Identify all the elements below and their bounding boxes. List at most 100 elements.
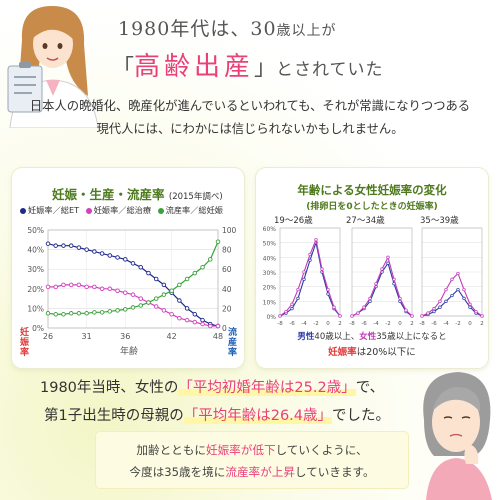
data-point — [138, 296, 143, 301]
data-point — [115, 308, 120, 313]
data-point — [84, 311, 89, 316]
data-point — [368, 296, 372, 301]
left-tick-label: 40% — [27, 246, 44, 255]
foot-male: 男性 — [297, 332, 315, 342]
data-point — [438, 299, 442, 303]
left-axis-char-3: 率 — [20, 348, 30, 358]
plot-frame — [279, 227, 341, 317]
data-point — [296, 296, 300, 301]
data-point — [115, 255, 120, 260]
data-point — [320, 267, 324, 271]
data-point — [130, 261, 136, 266]
x-tick-label: 36 — [120, 332, 130, 341]
x-tick-label: 42 — [167, 332, 177, 341]
data-point — [192, 270, 198, 276]
data-point — [107, 286, 113, 292]
intro-line2: 現代人には、にわかには信じられないかもしれません。 — [96, 122, 404, 136]
data-point — [146, 300, 151, 305]
data-point — [215, 239, 221, 245]
series-line — [279, 237, 341, 317]
left-chart-title: 妊娠・生産・流産率 (2015年調べ) — [52, 184, 223, 203]
data-point — [53, 312, 58, 317]
data-point — [177, 282, 182, 288]
left-tick-label: 30% — [27, 265, 44, 274]
data-point — [468, 302, 472, 306]
data-point — [68, 311, 74, 316]
data-point — [123, 290, 128, 295]
x-tick-label: 2 — [480, 321, 484, 327]
data-point — [450, 293, 454, 298]
plot-frame — [351, 227, 413, 317]
x-tick-label: -4 — [373, 321, 379, 327]
data-point — [45, 311, 51, 316]
data-point — [130, 305, 136, 310]
right-axis-label: 流 産 率 — [228, 328, 237, 358]
bottom2-prefix: 第1子出生時の母親の — [44, 408, 184, 424]
data-point — [326, 287, 330, 292]
bottom1-prefix: 1980年当時、女性の — [40, 380, 179, 396]
data-point — [296, 287, 300, 292]
data-point — [398, 296, 402, 301]
data-point — [404, 308, 408, 312]
data-point — [462, 296, 466, 301]
bottom1-highlight: 「平均初婚年齢は25.2歳」 — [178, 380, 356, 396]
note2-suffix: していきます。 — [294, 465, 375, 479]
data-point — [169, 312, 174, 317]
data-point — [107, 253, 113, 258]
bottom2-suffix: でした。 — [332, 408, 391, 424]
right-tick-label: 60 — [222, 265, 232, 274]
data-point — [362, 305, 366, 309]
data-point — [410, 314, 414, 318]
data-point — [68, 243, 74, 248]
right-axis-char-3: 率 — [228, 348, 238, 358]
data-point — [107, 309, 113, 314]
plot-frame — [421, 227, 483, 317]
data-point — [61, 282, 66, 288]
data-point — [278, 314, 282, 318]
x-tick-label: 0 — [326, 321, 330, 327]
x-tick-label: 0 — [398, 321, 402, 327]
left-tick-label: 50% — [27, 226, 44, 235]
y-tick-label: 60% — [263, 226, 277, 233]
data-point — [99, 286, 105, 292]
data-point — [192, 319, 198, 325]
legend-dot-misc — [157, 207, 164, 214]
data-point — [444, 287, 448, 292]
series-line — [47, 241, 219, 315]
data-point — [468, 305, 472, 309]
data-point — [76, 282, 82, 288]
data-point — [61, 243, 66, 248]
x-tick-label: 31 — [82, 332, 92, 341]
data-point — [161, 308, 167, 313]
data-point — [192, 312, 198, 317]
y-tick-label: 30% — [263, 270, 277, 277]
data-point — [138, 264, 143, 270]
foot-rate-rest: は20%以下に — [356, 347, 416, 358]
y-tick-label: 40% — [263, 255, 277, 262]
data-point — [456, 271, 460, 276]
data-point — [308, 258, 312, 262]
legend-label-misc: 流産率／総妊娠 — [165, 205, 223, 215]
legend-dot-treat — [85, 207, 92, 214]
foot-rate: 妊娠率 — [328, 347, 357, 358]
intro-line1: 日本人の晩婚化、晩産化が進んでいるといわれても、それが常識になりつつある — [29, 99, 471, 113]
x-tick-label: -6 — [431, 321, 437, 327]
data-point — [153, 276, 159, 282]
y-tick-label: 50% — [263, 241, 277, 248]
right-line-chart: 60%50%40%30%20%10%0%-8 -6 -4 -2 0 2 -8 -6 -4 -2 0 2… — [263, 226, 484, 327]
group-label-3: 35～39歳 — [420, 216, 459, 226]
right-chart-title: 年齢による女性妊娠率の変化 — [297, 183, 447, 197]
data-point — [177, 298, 182, 303]
x-tick-label: -4 — [301, 321, 307, 327]
x-tick-label: 48 — [213, 332, 223, 341]
y-tick-label: 20% — [263, 285, 277, 292]
data-point — [462, 287, 466, 292]
data-point — [184, 317, 190, 323]
legend-label-et: 妊娠率／総ET — [28, 205, 80, 215]
data-point — [208, 323, 213, 329]
data-point — [450, 277, 454, 281]
data-point — [474, 309, 478, 314]
x-tick-label: -6 — [289, 321, 295, 327]
data-point — [392, 277, 396, 281]
left-axis-label: 妊 娠 率 — [20, 328, 29, 358]
